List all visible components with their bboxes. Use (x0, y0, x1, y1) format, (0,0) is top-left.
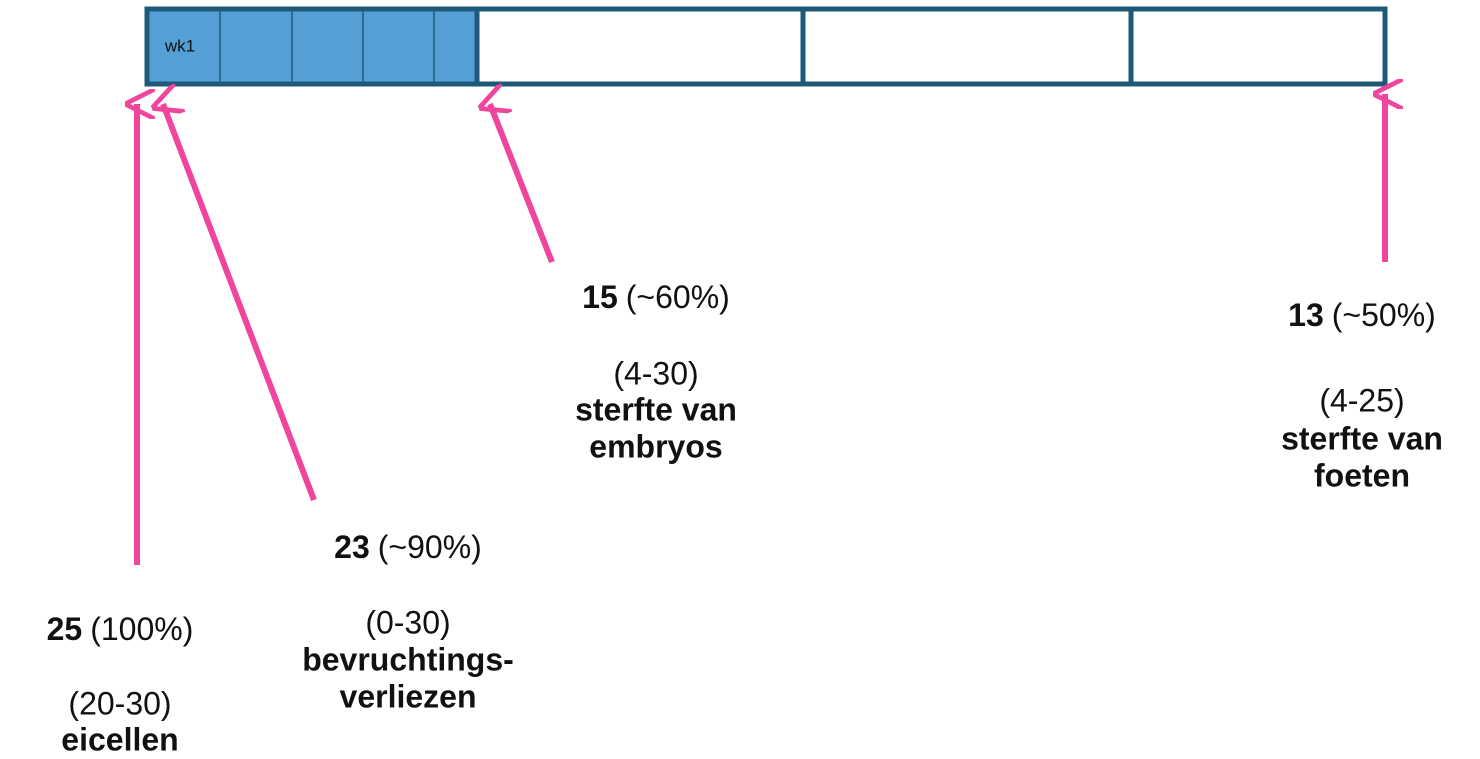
label-name: sterfte van (575, 391, 737, 427)
label-name: eicellen (61, 721, 178, 757)
percent: (~60%) (626, 279, 730, 315)
range: (4-30) (613, 355, 698, 391)
count: 23 (334, 529, 370, 565)
range: (0-30) (365, 604, 450, 640)
week-dividers (219, 9, 435, 84)
count: 15 (582, 279, 618, 315)
label-value: 23 (~90%) (334, 529, 482, 565)
range: (20-30) (68, 685, 171, 721)
label-value: 15 (~60%) (582, 279, 730, 315)
label-name: embryos (589, 428, 722, 464)
week-label: wk1 (164, 36, 195, 55)
label-value: 13 (~50%) (1288, 297, 1436, 333)
count: 25 (47, 611, 83, 647)
filled-weeks (147, 9, 476, 84)
percent: (~90%) (378, 529, 482, 565)
label-name: bevruchtings- (302, 641, 514, 677)
timeline: wk1 (144, 6, 1388, 87)
count: 13 (1288, 297, 1324, 333)
label-name: foeten (1314, 457, 1410, 493)
range: (4-25) (1319, 382, 1404, 418)
label-name: sterfte van (1281, 420, 1443, 456)
percent: (~50%) (1332, 297, 1436, 333)
label-value: 25 (100%) (47, 611, 194, 647)
percent: (100%) (90, 611, 193, 647)
labels: 25 (100%) (20-30)eicellen 23 (~90%) (0-30)bev… (47, 279, 1443, 757)
month-frame (144, 6, 1388, 87)
label-name: verliezen (340, 678, 477, 714)
arrows (137, 94, 1385, 565)
